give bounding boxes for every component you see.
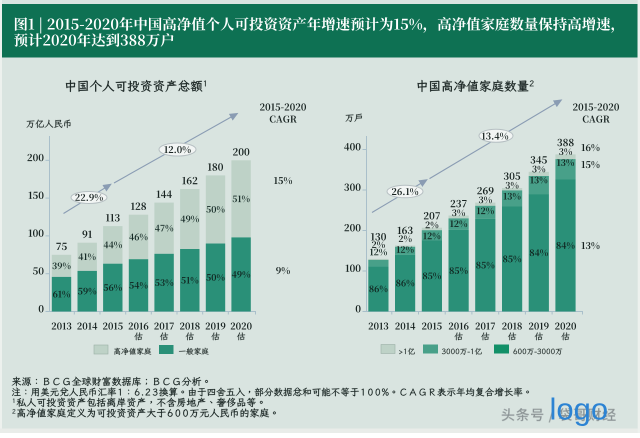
svg-text:logo: logo: [550, 392, 609, 427]
